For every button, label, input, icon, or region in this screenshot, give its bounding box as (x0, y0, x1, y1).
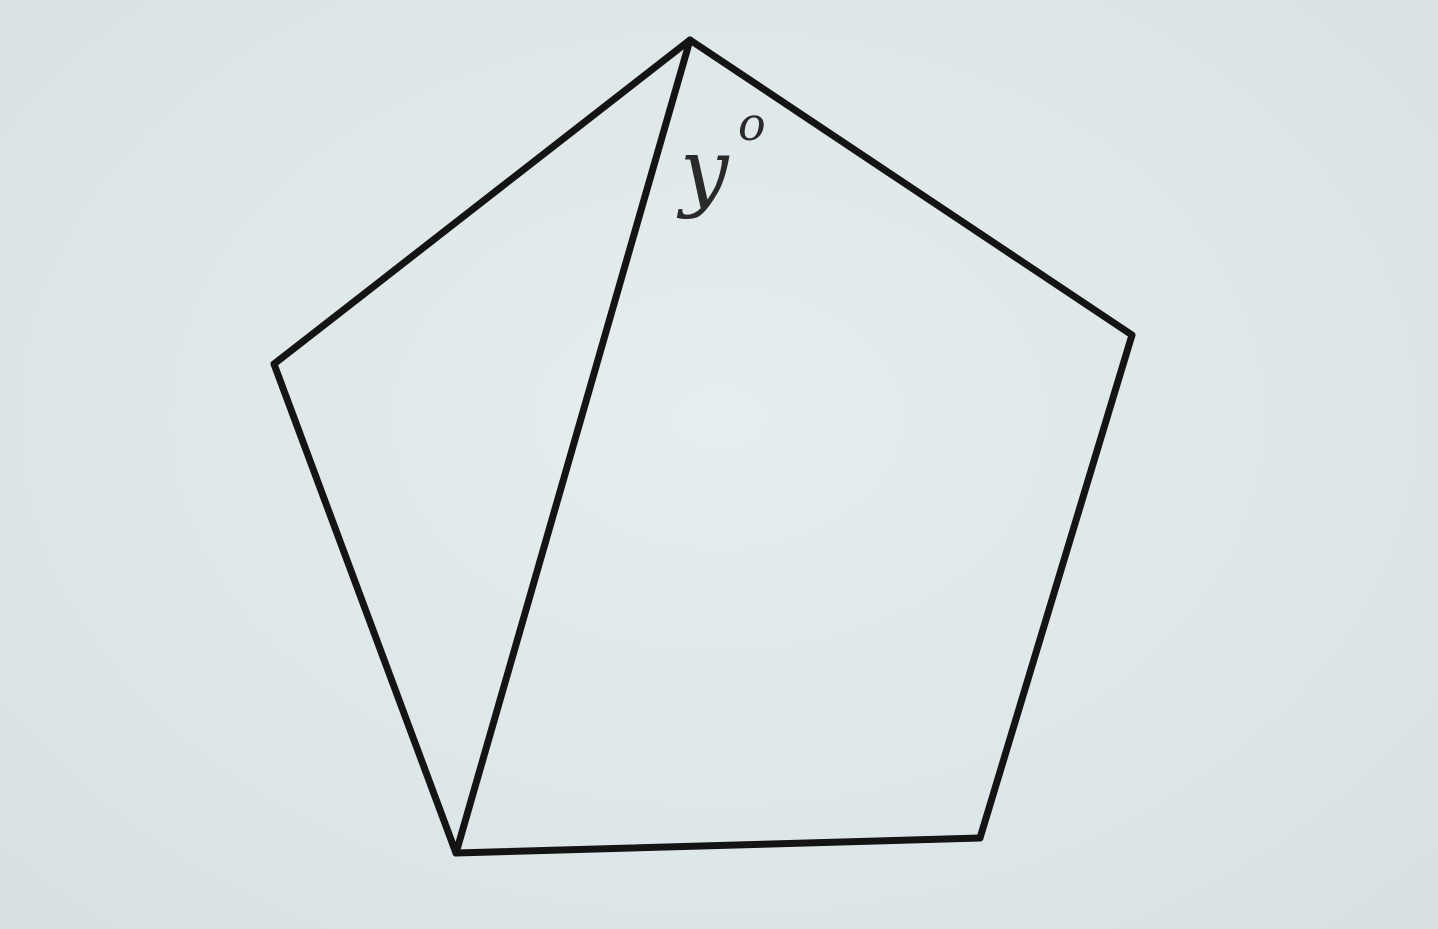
edge-left-top (270, 36, 694, 368)
degree-symbol: o (738, 97, 766, 151)
edge-bottom (452, 834, 984, 857)
diagonal-top-to-bottomleft (452, 36, 694, 857)
edge-top-right (686, 36, 1136, 339)
edge-right-bottomright (976, 331, 1136, 842)
edge-bottomleft-left (270, 360, 460, 857)
angle-label-y: y (676, 121, 730, 221)
